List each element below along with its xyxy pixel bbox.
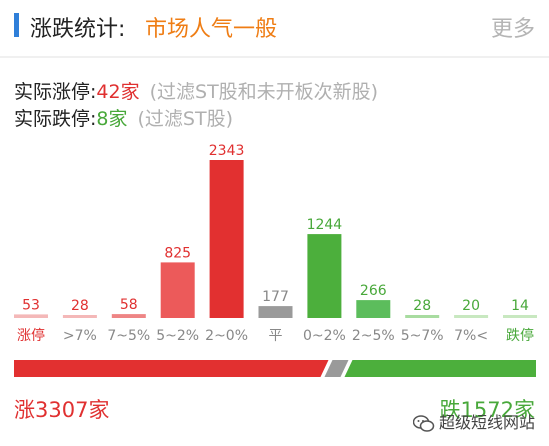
limit-up-stat: 实际涨停:42家 (过滤ST股和未开板次新股): [14, 77, 378, 104]
total-up: 涨3307家: [14, 398, 110, 422]
category-label: 7~5%: [107, 328, 150, 344]
bar-value-label: 825: [164, 245, 191, 261]
bar-value-label: 53: [22, 297, 40, 313]
bar-value-label: 1244: [307, 217, 343, 233]
bar-3: [160, 262, 195, 318]
bar-value-label: 266: [360, 283, 387, 299]
watermark: 超级短线网站: [413, 409, 535, 433]
limit-down-note: (过滤ST股): [137, 108, 234, 130]
up-segment: [14, 360, 329, 377]
bar-8: [405, 315, 440, 318]
up-down-ratio-bar: [14, 360, 536, 377]
bar-value-label: 2343: [209, 143, 245, 159]
header: 涨跌统计: 市场人气一般 更多: [0, 0, 549, 56]
wechat-icon: [413, 414, 435, 432]
bar-10: [503, 315, 537, 318]
header-title: 涨跌统计:: [30, 17, 126, 42]
market-sentiment: 市场人气一般: [145, 17, 278, 42]
bar-value-label: 14: [511, 298, 529, 314]
distribution-chart: 53 涨停 28 >7% 58 7~5% 825 5~2% 2343 2~0% 177 平 1244 0~…: [14, 143, 537, 344]
watermark-text: 超级短线网站: [439, 413, 536, 432]
category-label: 2~5%: [352, 328, 395, 344]
bar-value-label: 58: [120, 297, 138, 313]
bar-7: [356, 300, 391, 318]
bar-9: [454, 315, 489, 318]
bar-value-label: 28: [413, 298, 431, 314]
limit-up-label: 实际涨停:: [14, 81, 97, 103]
flat-segment: [324, 360, 349, 377]
bar-value-label: 177: [262, 289, 289, 305]
header-divider: [0, 56, 549, 58]
category-label: 平: [269, 328, 283, 344]
bar-0: [14, 314, 48, 318]
bar-5: [258, 306, 293, 318]
bar-value-label: 20: [462, 298, 480, 314]
limit-up-note: (过滤ST股和未开板次新股): [149, 81, 379, 103]
category-label: 5~7%: [401, 328, 444, 344]
category-label: 涨停: [17, 327, 45, 344]
limit-down-label: 实际跌停:: [14, 108, 97, 130]
bar-value-label: 28: [71, 298, 89, 314]
category-label: 2~0%: [205, 328, 248, 344]
category-label: >7%: [63, 328, 97, 344]
bar-4: [209, 160, 244, 318]
bar-6: [307, 234, 342, 318]
limit-down-stat: 实际跌停:8家 (过滤ST股): [14, 104, 233, 131]
limit-down-value: 8家: [96, 108, 128, 130]
header-accent-bar: [14, 13, 19, 37]
limit-up-value: 42家: [96, 81, 140, 103]
category-label: 0~2%: [303, 328, 346, 344]
bar-2: [111, 314, 146, 318]
bar-1: [62, 315, 97, 318]
more-link[interactable]: 更多: [490, 17, 535, 42]
down-segment: [344, 360, 536, 377]
category-label: 跌停: [506, 327, 534, 344]
category-label: 7%<: [454, 328, 488, 344]
total-down: 跌1572家: [439, 398, 535, 422]
category-label: 5~2%: [156, 328, 199, 344]
